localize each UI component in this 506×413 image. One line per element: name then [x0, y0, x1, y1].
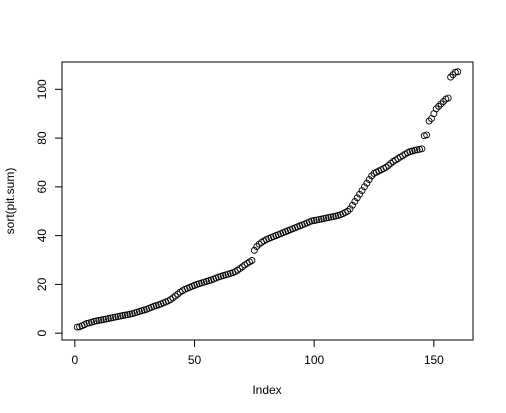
point	[107, 314, 115, 322]
point	[447, 73, 455, 81]
point	[349, 201, 356, 209]
point	[320, 215, 328, 223]
point	[368, 172, 376, 180]
point	[171, 292, 179, 300]
point	[112, 313, 119, 321]
y-tick-label: 40	[35, 229, 49, 243]
y-tick-label: 80	[35, 131, 49, 145]
y-tick-label: 20	[35, 277, 49, 291]
point	[95, 317, 103, 324]
point	[317, 215, 325, 223]
point	[387, 159, 395, 167]
point	[353, 194, 361, 202]
point	[109, 314, 117, 322]
point	[423, 131, 431, 139]
point	[104, 315, 112, 322]
point	[437, 100, 445, 108]
point	[174, 290, 182, 298]
point	[444, 94, 452, 102]
point	[250, 246, 258, 254]
x-tick-label: 150	[424, 353, 444, 367]
point	[119, 312, 127, 320]
point	[248, 257, 256, 264]
point	[454, 68, 462, 76]
point	[351, 198, 359, 205]
point	[253, 243, 261, 251]
y-axis-label: sort(pit.sum)	[3, 168, 17, 235]
x-tick-label: 100	[304, 353, 324, 367]
x-axis-label: Index	[252, 383, 281, 397]
x-tick-label: 0	[71, 353, 78, 367]
point	[100, 316, 107, 323]
point	[411, 146, 419, 154]
point	[92, 317, 100, 325]
point	[418, 145, 426, 153]
point	[439, 98, 447, 105]
point	[313, 216, 321, 224]
point	[116, 312, 124, 320]
point	[238, 263, 246, 271]
point	[329, 213, 337, 221]
point	[124, 311, 131, 319]
plot-frame	[61, 61, 474, 341]
point	[97, 316, 105, 324]
y-tick-label: 0	[35, 330, 49, 337]
point	[114, 313, 122, 321]
point	[90, 318, 98, 325]
point	[425, 117, 433, 125]
point	[83, 319, 91, 327]
point	[308, 217, 316, 225]
x-tick-label: 50	[188, 353, 202, 367]
point	[365, 176, 373, 183]
point	[344, 207, 352, 215]
point	[382, 163, 390, 171]
point	[384, 161, 392, 169]
y-tick-label: 100	[35, 79, 49, 99]
point	[315, 216, 323, 223]
point	[327, 213, 335, 221]
point	[360, 183, 368, 191]
point	[346, 205, 354, 213]
point	[451, 68, 459, 76]
point	[310, 217, 318, 224]
point	[325, 214, 332, 222]
point	[102, 315, 110, 323]
point	[416, 145, 423, 153]
point	[435, 102, 443, 110]
point	[432, 105, 440, 113]
point	[356, 190, 364, 198]
point	[363, 179, 371, 187]
point	[358, 187, 366, 194]
point	[73, 323, 81, 331]
point	[322, 214, 330, 222]
y-tick-label: 60	[35, 180, 49, 194]
point	[121, 311, 129, 319]
point	[126, 310, 134, 318]
point	[413, 146, 421, 154]
